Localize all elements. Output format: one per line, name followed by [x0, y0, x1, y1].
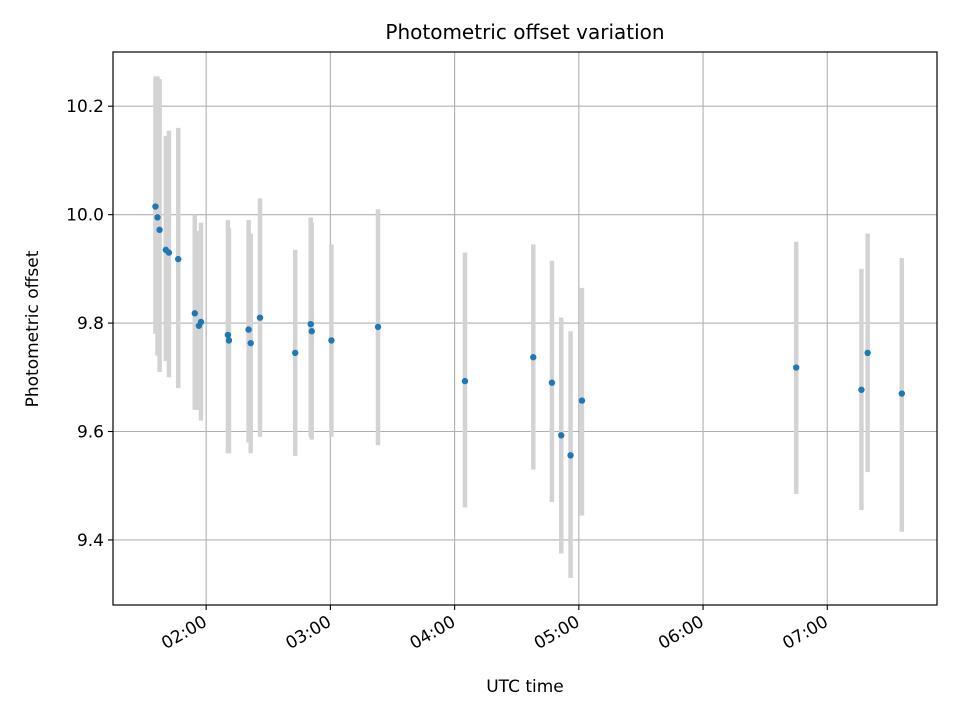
- data-point: [156, 226, 163, 234]
- data-point: [308, 328, 315, 335]
- data-point: [224, 331, 232, 339]
- data-point: [247, 339, 254, 347]
- data-point: [374, 323, 382, 331]
- x-tick-label: 05:00: [531, 612, 583, 654]
- chart-title: Photometric offset variation: [385, 20, 664, 44]
- data-point: [291, 349, 299, 357]
- y-tick-label: 10.0: [66, 206, 104, 226]
- y-tick-label: 10.2: [66, 97, 104, 117]
- data-point: [858, 386, 865, 393]
- x-tick-label: 02:00: [158, 612, 210, 654]
- x-tick-label: 06:00: [655, 612, 707, 654]
- grid: [113, 52, 937, 605]
- data-point: [152, 203, 159, 210]
- data-point: [175, 255, 182, 263]
- y-tick-label: 9.6: [77, 423, 104, 443]
- x-axis-ticks: 02:00 03:00 04:00 05:00 06:00 07:00: [158, 605, 832, 654]
- data-point: [898, 390, 906, 397]
- y-axis-ticks: 9.4 9.6 9.8 10.0 10.2: [66, 97, 113, 551]
- data-point: [530, 354, 537, 361]
- plot-frame: [112, 51, 938, 606]
- data-point: [225, 337, 233, 344]
- y-tick-label: 9.4: [77, 531, 104, 551]
- y-axis-label: Photometric offset: [23, 250, 43, 407]
- error-bars: [153, 76, 905, 578]
- data-point: [245, 326, 252, 333]
- data-point: [197, 318, 205, 326]
- data-points: [152, 203, 906, 459]
- data-point: [558, 432, 565, 439]
- data-point: [191, 310, 198, 317]
- data-point: [307, 320, 314, 328]
- x-tick-label: 07:00: [779, 612, 831, 654]
- data-point: [864, 349, 871, 357]
- data-point: [154, 214, 161, 221]
- data-point: [578, 397, 586, 404]
- y-tick-label: 9.8: [77, 314, 104, 334]
- x-axis-label: UTC time: [486, 677, 564, 697]
- data-point: [165, 249, 173, 256]
- data-point: [256, 314, 264, 321]
- data-point: [548, 379, 556, 386]
- data-point: [328, 337, 335, 344]
- data-point: [793, 364, 800, 371]
- x-tick-label: 03:00: [282, 612, 334, 654]
- data-point: [461, 377, 469, 385]
- x-tick-label: 04:00: [407, 612, 459, 654]
- data-point: [567, 452, 574, 459]
